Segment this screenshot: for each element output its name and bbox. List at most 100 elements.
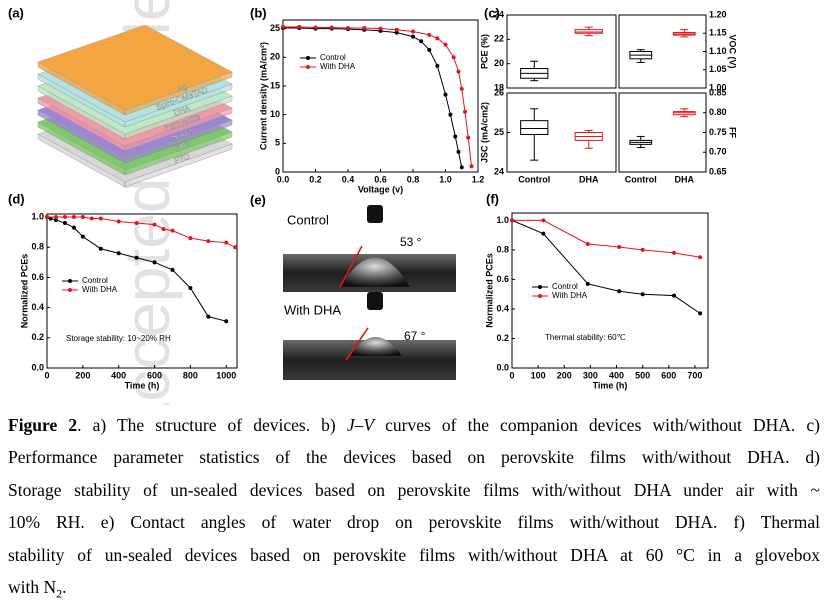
x-tick-label: 1000 — [216, 370, 236, 380]
data-point — [170, 267, 175, 272]
y-tick-label: 0.8 — [496, 244, 509, 254]
data-point — [206, 239, 211, 244]
x-tick-label: 800 — [183, 370, 198, 380]
data-point — [698, 255, 703, 260]
data-point — [89, 216, 94, 221]
y-axis-label: Current density (mA/cm²) — [258, 42, 268, 150]
data-point — [161, 227, 166, 232]
needle — [367, 292, 383, 310]
caption-text: stability of un-sealed devices based on … — [8, 544, 820, 565]
data-point — [448, 112, 453, 117]
y-tick-label: 0.6 — [496, 274, 509, 284]
panel-label: (c) — [484, 5, 500, 20]
panel-label: (b) — [250, 5, 267, 20]
plot-frame — [282, 19, 479, 173]
caption-text: Storage stability of un-sealed devices b… — [8, 479, 820, 500]
x-tick-label: 500 — [635, 370, 650, 380]
data-point — [451, 55, 456, 60]
data-point — [435, 63, 440, 68]
legend-marker — [538, 285, 542, 289]
angle-line — [345, 327, 369, 361]
data-point — [188, 285, 193, 290]
x-tick-label: 300 — [583, 370, 598, 380]
plot-frame — [46, 213, 238, 369]
y-tick-label: 25 — [494, 127, 504, 137]
layer-label: Ag — [176, 82, 188, 94]
data-point — [53, 215, 58, 220]
series-line — [47, 216, 236, 248]
x-tick-label: DHA — [579, 174, 599, 184]
x-tick-label: 0.8 — [407, 174, 420, 184]
caption-line: stability of un-sealed devices based on … — [8, 539, 820, 571]
caption-text: . a) The structure of devices. b) — [77, 415, 347, 435]
data-point — [419, 39, 424, 44]
y-tick-label: 0.0 — [496, 362, 509, 372]
x-tick-label: 400 — [609, 370, 624, 380]
caption-line: 10% RH. e) Contact angles of water drop … — [8, 506, 820, 538]
x-tick-label: Control — [625, 174, 657, 184]
box — [520, 120, 549, 135]
y-tick-label: 24 — [494, 166, 504, 176]
data-point — [62, 221, 67, 226]
x-tick-label: 700 — [687, 370, 702, 380]
x-tick-label: DHA — [675, 174, 695, 184]
data-point — [585, 242, 590, 246]
y-tick-label: 1.15 — [709, 28, 727, 38]
y-tick-label: 10 — [270, 109, 280, 119]
data-point — [640, 247, 645, 252]
data-point — [672, 293, 677, 298]
caption-text: Figure 2 — [8, 415, 78, 435]
data-point — [170, 228, 175, 233]
y-tick-label: 0.85 — [709, 87, 727, 97]
caption-text: with N — [8, 577, 57, 598]
legend-label: With DHA — [82, 285, 118, 294]
plot-frame — [618, 92, 707, 173]
y-axis-label: FF — [728, 127, 738, 138]
series-line — [512, 219, 701, 258]
x-tick-label: 0 — [509, 370, 514, 380]
legend-marker — [538, 294, 542, 298]
data-point — [62, 215, 67, 220]
data-point — [394, 27, 399, 32]
data-point — [456, 69, 461, 74]
droplet — [350, 337, 402, 356]
data-point — [453, 134, 458, 139]
box — [574, 29, 603, 34]
data-point — [459, 86, 464, 91]
droplet — [340, 257, 410, 287]
data-point — [152, 260, 157, 265]
data-point — [152, 222, 157, 227]
y-axis-label: Normalized PCEs — [19, 254, 29, 329]
y-tick-label: 1.00 — [709, 82, 727, 92]
data-point — [459, 165, 464, 170]
photo-label: With DHA — [284, 302, 341, 317]
data-point — [224, 240, 229, 245]
data-point — [443, 42, 448, 47]
x-tick-label: 1.2 — [472, 174, 485, 184]
y-tick-label: 1.0 — [496, 215, 509, 225]
data-point — [45, 215, 49, 220]
y-tick-label: 0 — [275, 166, 280, 176]
caption-line: Figure 2. a) The structure of devices. b… — [8, 409, 820, 441]
caption-text: J–V — [346, 415, 375, 435]
data-point — [443, 92, 448, 97]
data-point — [394, 30, 399, 35]
angle-line — [339, 245, 363, 288]
data-point — [617, 289, 622, 294]
x-tick-label: 600 — [661, 370, 676, 380]
y-axis-label: JSC (mA/cm2) — [479, 102, 489, 163]
legend-label: With DHA — [320, 62, 356, 71]
y-tick-label: 0.65 — [709, 166, 727, 176]
caption-line: Performance parameter statistics of the … — [8, 441, 820, 473]
y-tick-label: 0.4 — [31, 302, 44, 312]
data-point — [98, 216, 103, 221]
series-line — [283, 27, 463, 168]
x-tick-label: 0 — [44, 370, 49, 380]
legend-label: With DHA — [552, 291, 588, 300]
panel-label: (f) — [486, 191, 499, 206]
caption-line: with N2. — [8, 571, 820, 603]
figure-caption: Figure 2. a) The structure of devices. b… — [8, 409, 820, 603]
x-tick-label: 600 — [147, 370, 162, 380]
data-point — [116, 219, 121, 224]
